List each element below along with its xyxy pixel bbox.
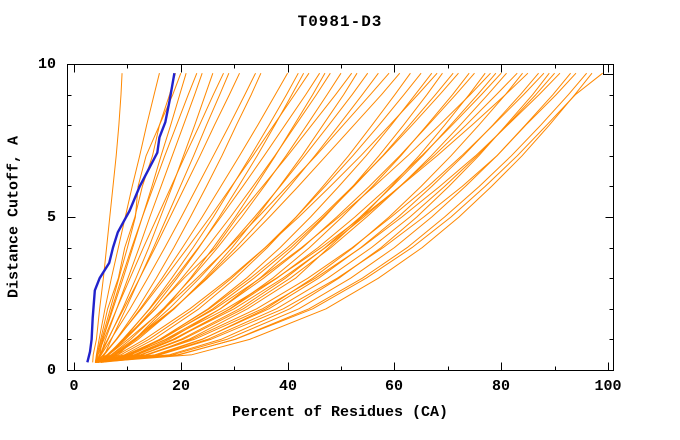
model-curve-5 xyxy=(94,72,224,363)
model-curve-26 xyxy=(103,72,326,363)
model-curve-51 xyxy=(95,72,577,363)
x-tick-label-80: 80 xyxy=(491,378,510,395)
x-tick-label-60: 60 xyxy=(384,378,403,395)
model-curve-25 xyxy=(95,72,358,363)
highlight-curve xyxy=(86,72,176,363)
model-curve-18 xyxy=(95,72,342,363)
x-tick-label-40: 40 xyxy=(278,378,297,395)
model-curve-45 xyxy=(95,72,539,363)
model-curve-41 xyxy=(100,72,523,363)
model-curve-42 xyxy=(95,72,529,363)
model-curve-54 xyxy=(95,72,603,363)
x-tick-label-0: 0 xyxy=(69,378,79,395)
model-curve-10 xyxy=(97,72,198,363)
axis-frame xyxy=(67,64,614,371)
model-curve-11 xyxy=(95,72,262,363)
model-curve-13 xyxy=(94,73,182,363)
chart-title: T0981-D3 xyxy=(297,13,383,31)
model-curve-50 xyxy=(95,72,572,363)
x-tick-label-20: 20 xyxy=(171,378,190,395)
x-tick-label-100: 100 xyxy=(594,378,622,395)
model-curve-53 xyxy=(95,72,593,363)
model-curve-3 xyxy=(97,73,203,363)
model-curve-24 xyxy=(95,72,310,363)
model-curve-9 xyxy=(92,73,123,363)
model-curve-27 xyxy=(97,72,299,363)
model-curve-43 xyxy=(95,72,438,363)
model-curve-7 xyxy=(94,72,257,363)
model-curve-47 xyxy=(95,72,550,363)
model-curve-37 xyxy=(95,72,491,363)
model-curve-31 xyxy=(95,72,443,363)
curves-layer xyxy=(86,72,603,363)
y-tick-label-10: 10 xyxy=(37,56,56,73)
model-curve-30 xyxy=(97,72,433,363)
model-curve-46 xyxy=(95,72,545,363)
model-curve-32 xyxy=(95,72,454,363)
y-axis-label: Distance Cutoff, A xyxy=(5,135,23,299)
y-tick-label-0: 0 xyxy=(46,362,56,379)
model-curve-44 xyxy=(95,72,497,363)
model-curve-34 xyxy=(95,72,470,363)
model-curve-4 xyxy=(94,73,214,363)
model-curve-8 xyxy=(94,73,160,363)
model-curve-29 xyxy=(95,72,422,363)
model-curve-23 xyxy=(95,72,401,363)
model-curve-17 xyxy=(95,72,331,363)
model-curve-22 xyxy=(95,72,390,363)
model-curve-40 xyxy=(95,72,518,363)
y-tick-label-5: 5 xyxy=(46,209,56,226)
model-curve-6 xyxy=(94,72,240,363)
axis-frame-path xyxy=(67,64,614,371)
model-curve-48 xyxy=(97,72,555,363)
model-curve-49 xyxy=(95,72,561,363)
x-axis-label: Percent of Residues (CA) xyxy=(231,404,449,421)
model-curve-39 xyxy=(95,72,507,363)
model-curve-12 xyxy=(100,72,230,363)
